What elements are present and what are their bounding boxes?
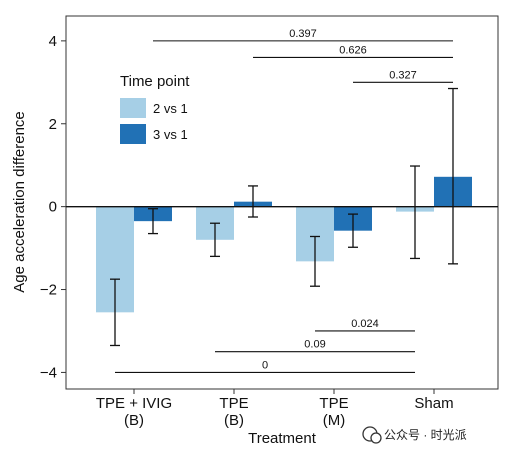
x-tick-sublabel-1: (B) — [224, 412, 244, 429]
comparison-label-4: 0.09 — [304, 339, 325, 351]
legend-title: Time point — [120, 73, 190, 90]
comparison-label-0: 0.397 — [289, 28, 317, 40]
y-tick-label--2: −2 — [40, 282, 57, 299]
comparison-label-3: 0.024 — [351, 318, 379, 330]
legend-swatch-3vs1 — [120, 124, 146, 144]
comparison-label-2: 0.327 — [389, 69, 417, 81]
y-tick-label--4: −4 — [40, 364, 57, 381]
y-tick-label-0: 0 — [49, 199, 57, 216]
x-tick-label-0: TPE + IVIG — [96, 395, 172, 412]
legend-label-3vs1: 3 vs 1 — [153, 127, 188, 142]
x-tick-label-2: TPE — [319, 395, 348, 412]
y-tick-label-2: 2 — [49, 116, 57, 133]
y-tick-label-4: 4 — [49, 33, 57, 50]
comparison-label-1: 0.626 — [339, 44, 367, 56]
x-tick-label-1: TPE — [219, 395, 248, 412]
legend-swatch-2vs1 — [120, 98, 146, 118]
comparison-label-5: 0 — [262, 359, 268, 371]
wechat-icon-dot — [370, 432, 382, 444]
plot-frame — [65, 15, 499, 390]
x-tick-label-3: Sham — [414, 395, 453, 412]
x-axis-title: Treatment — [248, 430, 317, 447]
x-tick-sublabel-2: (M) — [323, 412, 346, 429]
watermark-text: 公众号 · 时光派 — [384, 428, 467, 442]
x-tick-sublabel-0: (B) — [124, 412, 144, 429]
legend: Time point 2 vs 1 3 vs 1 — [120, 73, 190, 144]
y-axis-title: Age acceleration difference — [11, 111, 28, 293]
legend-label-2vs1: 2 vs 1 — [153, 101, 188, 116]
watermark: 公众号 · 时光派 — [362, 426, 467, 444]
